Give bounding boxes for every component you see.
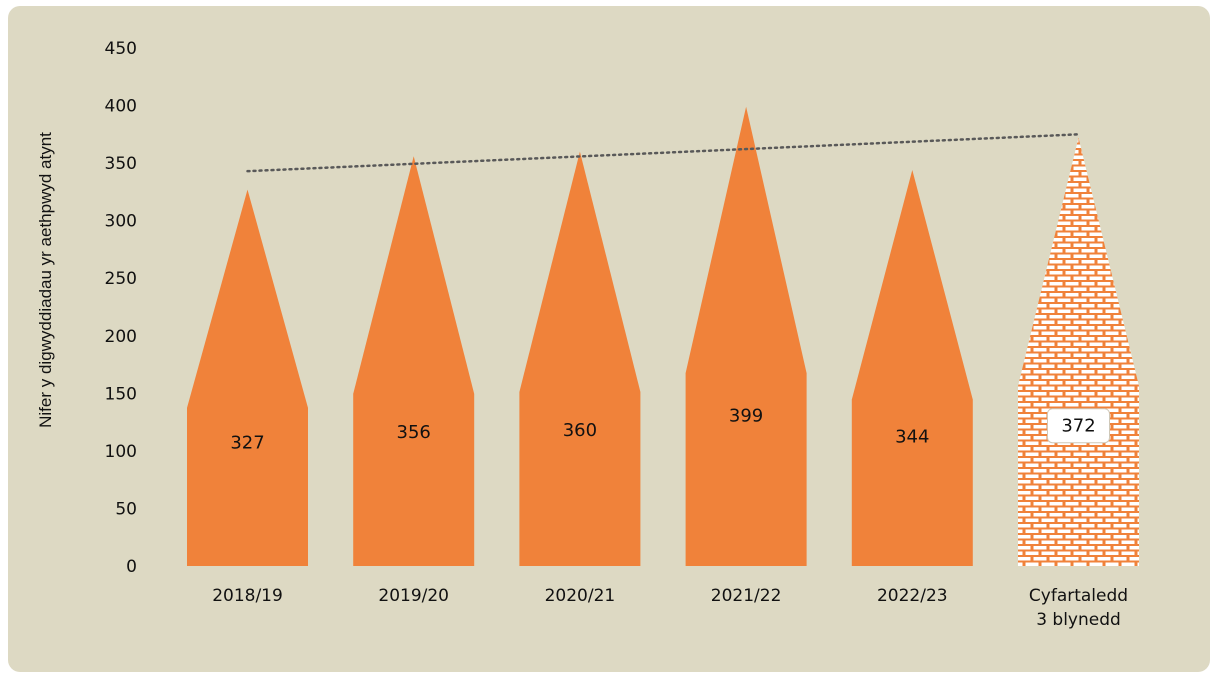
data-label: 327	[230, 433, 264, 454]
y-tick-label: 250	[105, 269, 137, 289]
bar	[519, 151, 641, 566]
category-label: 2018/19	[212, 586, 283, 606]
category-label: 2020/21	[545, 586, 616, 606]
y-tick-label: 50	[115, 499, 137, 519]
data-labels: 327 356 360 399 344 372	[230, 406, 1110, 454]
y-axis-ticks: 0 50 100 150 200 250 300 350 400 450	[105, 39, 137, 577]
category-labels: 2018/19 2019/20 2020/21 2021/22 2022/23 Cyfar…	[212, 586, 1128, 630]
data-label-box	[1047, 408, 1110, 444]
y-tick-label: 450	[105, 39, 137, 59]
data-label: 344	[895, 426, 929, 447]
category-label: 2021/22	[711, 586, 782, 606]
y-tick-label: 200	[105, 327, 137, 347]
data-label: 356	[397, 422, 431, 443]
bar	[187, 189, 308, 566]
y-axis-label: Nifer y digwyddiadau yr aethpwyd atynt	[36, 132, 55, 428]
bar	[1018, 137, 1139, 566]
y-tick-label: 400	[105, 97, 137, 117]
category-label: Cyfartaledd 3 blynedd	[1029, 586, 1128, 630]
data-label: 399	[729, 406, 763, 427]
bar	[851, 170, 973, 567]
y-tick-label: 150	[105, 384, 137, 404]
y-tick-label: 350	[105, 154, 137, 174]
y-tick-label: 0	[126, 557, 137, 577]
bar	[685, 106, 807, 566]
trendline	[246, 133, 1080, 173]
data-label: 372	[1061, 416, 1095, 437]
y-tick-label: 300	[105, 212, 137, 232]
bars	[187, 106, 1139, 567]
bar	[353, 156, 475, 566]
category-label: 2019/20	[378, 586, 449, 606]
data-label: 360	[563, 420, 597, 441]
category-label: 2022/23	[877, 586, 948, 606]
y-tick-label: 100	[105, 442, 137, 462]
